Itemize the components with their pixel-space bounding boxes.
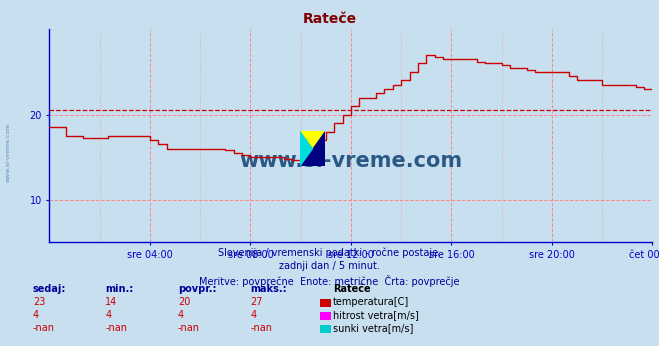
Text: -nan: -nan bbox=[250, 324, 272, 334]
Text: www.si-vreme.com: www.si-vreme.com bbox=[5, 122, 11, 182]
Text: 4: 4 bbox=[250, 310, 256, 320]
Text: temperatura[C]: temperatura[C] bbox=[333, 297, 409, 307]
Text: hitrost vetra[m/s]: hitrost vetra[m/s] bbox=[333, 310, 418, 320]
Text: -nan: -nan bbox=[105, 324, 127, 334]
Text: 4: 4 bbox=[33, 310, 39, 320]
Polygon shape bbox=[300, 131, 325, 166]
Text: 14: 14 bbox=[105, 297, 118, 307]
Polygon shape bbox=[300, 131, 325, 166]
Text: www.si-vreme.com: www.si-vreme.com bbox=[239, 151, 463, 171]
Text: 23: 23 bbox=[33, 297, 45, 307]
Text: povpr.:: povpr.: bbox=[178, 284, 216, 294]
Text: Rateče: Rateče bbox=[302, 12, 357, 26]
Text: Meritve: povprečne  Enote: metrične  Črta: povprečje: Meritve: povprečne Enote: metrične Črta:… bbox=[199, 275, 460, 287]
Polygon shape bbox=[300, 131, 312, 166]
Text: 4: 4 bbox=[178, 310, 184, 320]
Text: -nan: -nan bbox=[33, 324, 55, 334]
Text: 27: 27 bbox=[250, 297, 263, 307]
Text: -nan: -nan bbox=[178, 324, 200, 334]
Text: Slovenija / vremenski podatki - ročne postaje.: Slovenija / vremenski podatki - ročne po… bbox=[218, 247, 441, 258]
Text: Rateče: Rateče bbox=[333, 284, 370, 294]
Text: sunki vetra[m/s]: sunki vetra[m/s] bbox=[333, 324, 413, 334]
Text: sedaj:: sedaj: bbox=[33, 284, 67, 294]
Text: maks.:: maks.: bbox=[250, 284, 287, 294]
Text: 4: 4 bbox=[105, 310, 111, 320]
Text: 20: 20 bbox=[178, 297, 190, 307]
Text: min.:: min.: bbox=[105, 284, 134, 294]
Text: zadnji dan / 5 minut.: zadnji dan / 5 minut. bbox=[279, 261, 380, 271]
